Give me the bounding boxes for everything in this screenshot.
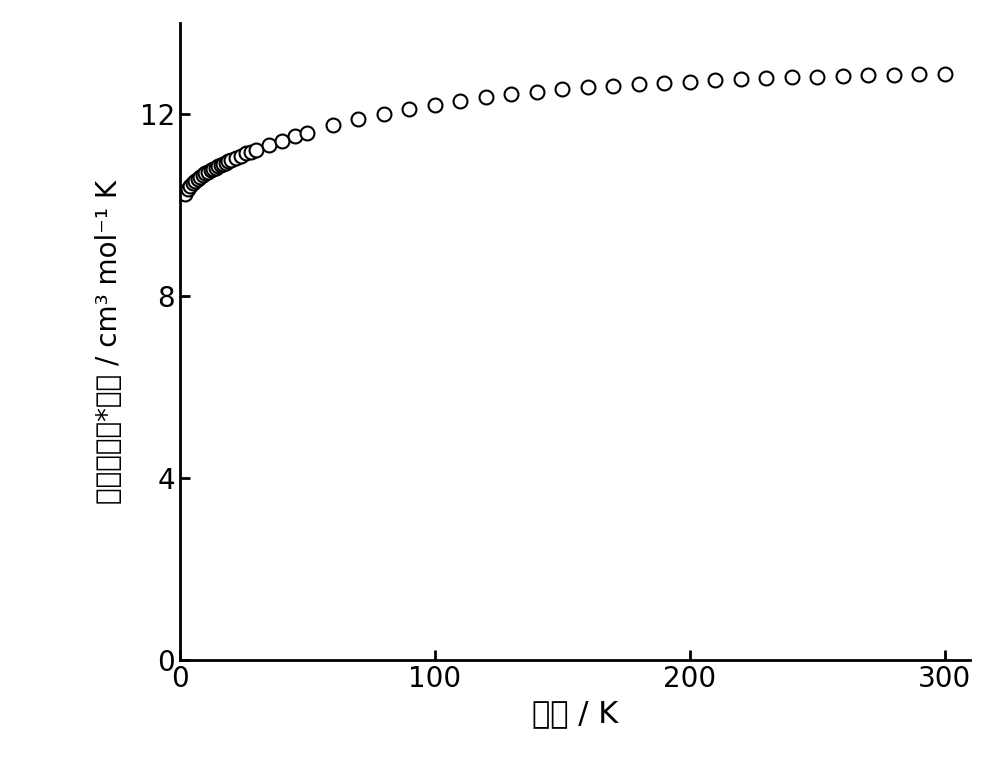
Y-axis label: 直流磁化率*温度 / cm³ mol⁻¹ K: 直流磁化率*温度 / cm³ mol⁻¹ K — [95, 179, 123, 504]
X-axis label: 温度 / K: 温度 / K — [532, 699, 618, 728]
